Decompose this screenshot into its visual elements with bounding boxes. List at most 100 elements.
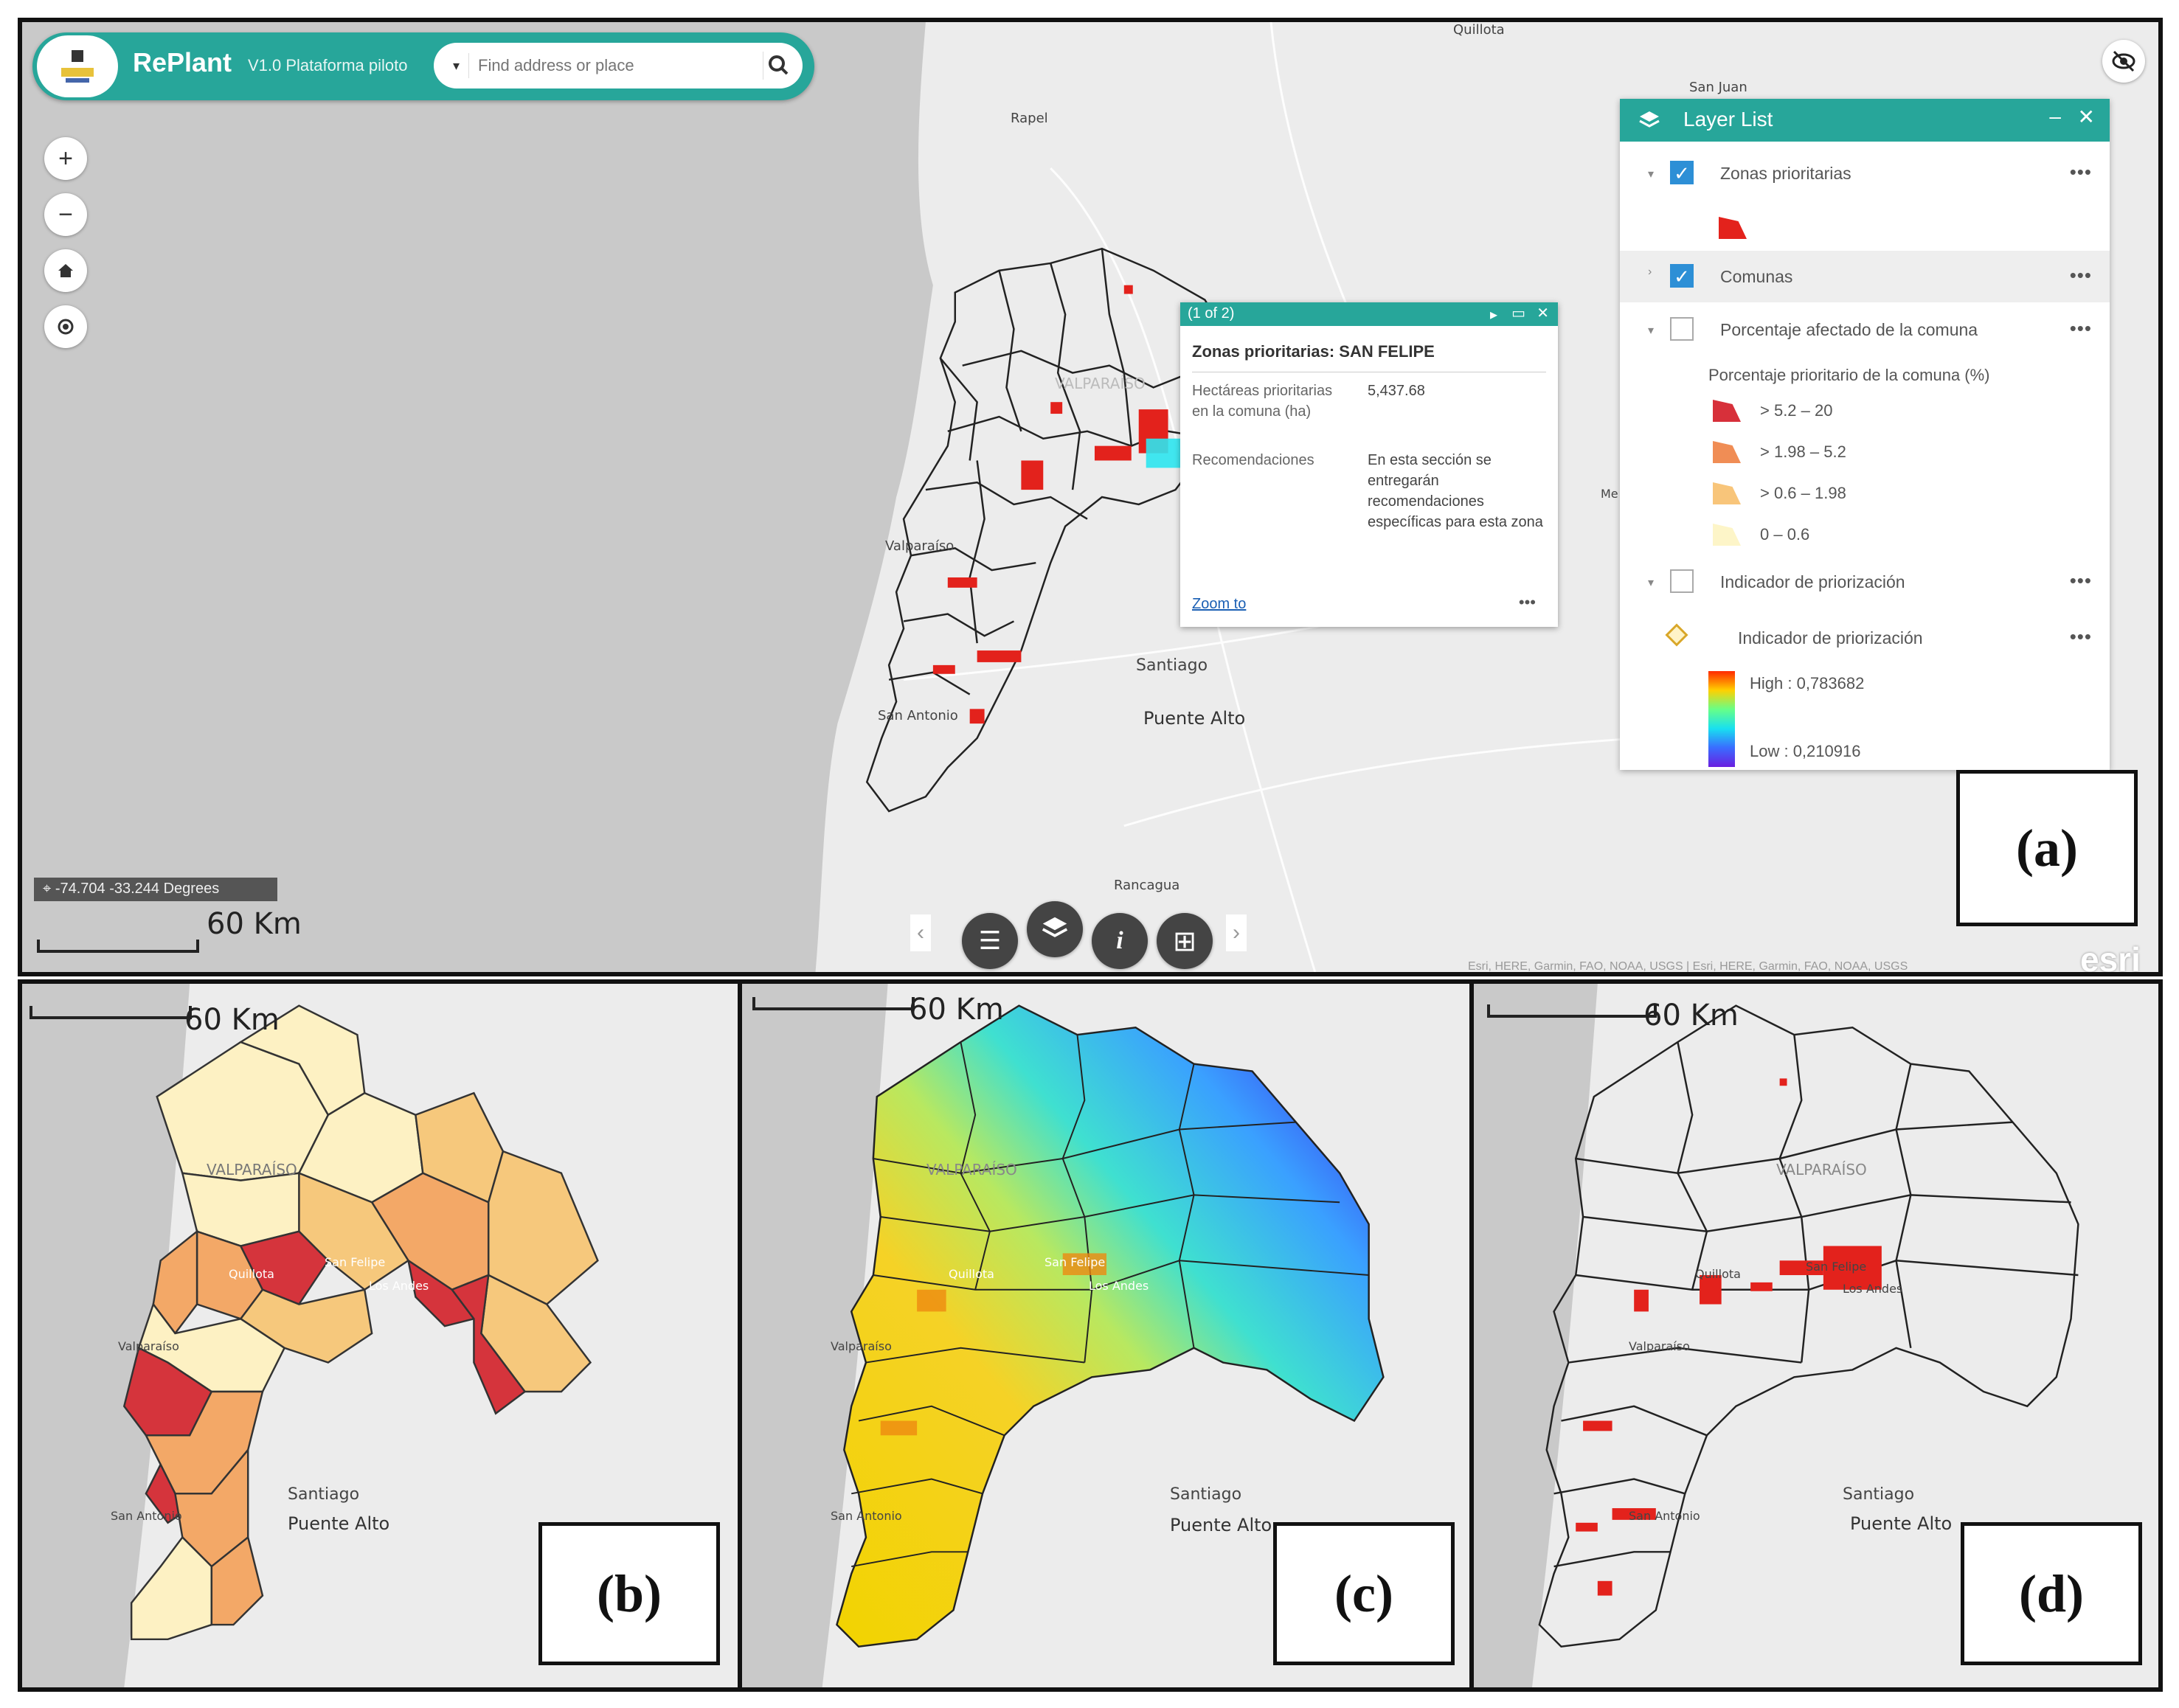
layer-row-zonas[interactable]: ▾ ✓ Zonas prioritarias ••• xyxy=(1620,156,2110,201)
panel-label-a: (a) xyxy=(1956,770,2138,926)
layer-name: Porcentaje afectado de la comuna xyxy=(1720,320,1978,339)
popup-field1-value: 5,437.68 xyxy=(1368,383,1425,399)
layer-row-indicador[interactable]: ▾ Indicador de priorización ••• xyxy=(1620,565,2110,609)
place-label-rancagua: Rancagua xyxy=(1114,878,1180,893)
place-label-valparaiso: Valparaíso xyxy=(885,538,955,554)
legend-label: 0 – 0.6 xyxy=(1760,525,1810,544)
sublayer-row[interactable]: Indicador de priorización ••• xyxy=(1620,621,2110,665)
region-label: VALPARAÍSO xyxy=(926,1161,1017,1178)
panel-b-map: 60 Km VALPARAÍSO San Felipe Los Andes Qu… xyxy=(18,979,742,1692)
layer-checkbox[interactable] xyxy=(1670,569,1694,593)
close-icon[interactable]: ✕ xyxy=(1537,305,1549,322)
zoom-to-link[interactable]: Zoom to xyxy=(1192,596,1247,612)
close-icon[interactable]: ✕ xyxy=(2077,105,2095,128)
scale-bar xyxy=(1487,1004,1657,1018)
layers-icon[interactable] xyxy=(1027,901,1083,957)
place-label-valparaiso: Valparaíso xyxy=(831,1339,892,1353)
app-subtitle: V1.0 Plataforma piloto xyxy=(248,56,408,74)
layer-checkbox[interactable]: ✓ xyxy=(1670,161,1694,184)
panel-label-b: (b) xyxy=(538,1522,720,1665)
visibility-off-icon[interactable] xyxy=(2102,40,2145,83)
place-label-santiago: Santiago xyxy=(288,1485,360,1504)
coordinate-text: -74.704 -33.244 Degrees xyxy=(55,881,220,897)
search-box: ▾ xyxy=(434,43,803,88)
app-logo xyxy=(37,35,118,97)
place-label-san-felipe: San Felipe xyxy=(1045,1255,1106,1269)
feature-popup: (1 of 2) ▸ ▭ ✕ Zonas prioritarias: SAN F… xyxy=(1180,302,1558,627)
layer-checkbox[interactable] xyxy=(1670,317,1694,341)
place-label-san-antonio: San Antonio xyxy=(831,1509,902,1523)
widget-toolbar: ‹ ☰ i ⊞ › xyxy=(910,897,1250,972)
legend-swatch xyxy=(1713,524,1741,546)
popup-more-icon[interactable]: ••• xyxy=(1518,593,1536,611)
priority-zones xyxy=(932,285,1168,724)
place-label-santiago: Santiago xyxy=(1170,1485,1242,1504)
place-label-santiago: Santiago xyxy=(1843,1485,1915,1504)
more-icon[interactable]: ••• xyxy=(2069,161,2092,183)
place-label-san-antonio: San Antonio xyxy=(111,1509,182,1523)
place-label-valparaiso: Valparaíso xyxy=(1629,1339,1690,1353)
chevron-down-icon[interactable]: ▾ xyxy=(1648,324,1655,337)
chevron-left-icon[interactable]: ‹ xyxy=(910,914,931,951)
more-icon[interactable]: ••• xyxy=(2069,569,2092,591)
chevron-down-icon[interactable]: ▾ xyxy=(1648,577,1655,589)
app-title: RePlant xyxy=(133,47,232,77)
info-icon[interactable]: i xyxy=(1092,913,1148,969)
layer-list-panel: Layer List – ✕ ▾ ✓ Zonas prioritarias ••… xyxy=(1620,99,2110,770)
place-label-santiago: Santiago xyxy=(1136,656,1208,675)
ramp-low-label: Low : 0,210916 xyxy=(1750,742,1861,760)
zonas-symbol xyxy=(1719,217,1747,239)
search-source-dropdown[interactable]: ▾ xyxy=(444,53,469,78)
grid-icon[interactable]: ⊞ xyxy=(1157,913,1213,969)
next-icon[interactable]: ▸ xyxy=(1489,307,1497,323)
search-input[interactable] xyxy=(478,50,758,81)
layer-checkbox[interactable]: ✓ xyxy=(1670,264,1694,288)
popup-field1-label: Hectáreas prioritarias en la comuna (ha) xyxy=(1192,383,1333,420)
place-label-san-antonio: San Antonio xyxy=(878,708,958,723)
more-icon[interactable]: ••• xyxy=(2069,264,2092,286)
scale-label: 60 Km xyxy=(909,993,1004,1027)
layer-row-comunas[interactable]: › ✓ Comunas ••• xyxy=(1620,251,2110,302)
legend-label: > 1.98 – 5.2 xyxy=(1760,442,1846,461)
scale-bar xyxy=(37,940,199,953)
panel-a-webapp: Rapel Quillota San Juan VALPARAÍSO Valpa… xyxy=(18,18,2163,976)
place-label-puente-alto: Puente Alto xyxy=(288,1513,390,1534)
locate-icon[interactable] xyxy=(44,305,87,348)
place-label-san-felipe: San Felipe xyxy=(325,1255,386,1269)
list-icon[interactable]: ☰ xyxy=(962,913,1018,969)
zoom-out-icon[interactable]: − xyxy=(44,193,87,236)
layer-list-title: Layer List xyxy=(1683,108,1773,131)
scale-label: 60 Km xyxy=(184,1003,280,1037)
ramp-high-label: High : 0,783682 xyxy=(1750,674,1865,692)
zoom-in-icon[interactable]: + xyxy=(44,137,87,180)
place-label-los-andes: Los Andes xyxy=(369,1279,429,1293)
region-label: VALPARAÍSO xyxy=(207,1161,297,1178)
layer-row-porcentaje[interactable]: ▾ Porcentaje afectado de la comuna ••• xyxy=(1620,313,2110,357)
legend-label: > 0.6 – 1.98 xyxy=(1760,484,1846,502)
app-header: RePlant V1.0 Plataforma piloto ▾ xyxy=(32,32,814,100)
chevron-right-icon[interactable]: › xyxy=(1648,265,1652,278)
layer-name: Comunas xyxy=(1720,267,1793,286)
chevron-right-icon[interactable]: › xyxy=(1226,914,1247,951)
layer-name: Indicador de priorización xyxy=(1720,572,1905,591)
more-icon[interactable]: ••• xyxy=(2069,625,2092,648)
more-icon[interactable]: ••• xyxy=(2069,317,2092,339)
legend-title: Porcentaje prioritario de la comuna (%) xyxy=(1708,366,1990,384)
scale-bar xyxy=(30,1006,192,1019)
place-label-puente-alto: Puente Alto xyxy=(1850,1513,1953,1534)
esri-logo: esri xyxy=(2080,940,2141,976)
place-label-quillota: Quillota xyxy=(1695,1267,1741,1281)
maximize-icon[interactable]: ▭ xyxy=(1511,305,1525,322)
place-label-san-antonio: San Antonio xyxy=(1629,1509,1700,1523)
sublayer-name: Indicador de priorización xyxy=(1738,628,1923,648)
layer-list-header: Layer List – ✕ xyxy=(1620,99,2110,142)
color-ramp xyxy=(1708,671,1735,767)
home-icon[interactable] xyxy=(44,249,87,292)
place-label-quillota: Quillota xyxy=(949,1267,994,1281)
search-icon[interactable] xyxy=(763,52,791,80)
chevron-down-icon[interactable]: ▾ xyxy=(1648,168,1655,181)
minimize-icon[interactable]: – xyxy=(2049,105,2061,128)
place-label-los-andes: Los Andes xyxy=(1843,1282,1903,1296)
legend-swatch xyxy=(1713,441,1741,463)
popup-field2-label: Recomendaciones xyxy=(1192,452,1314,468)
